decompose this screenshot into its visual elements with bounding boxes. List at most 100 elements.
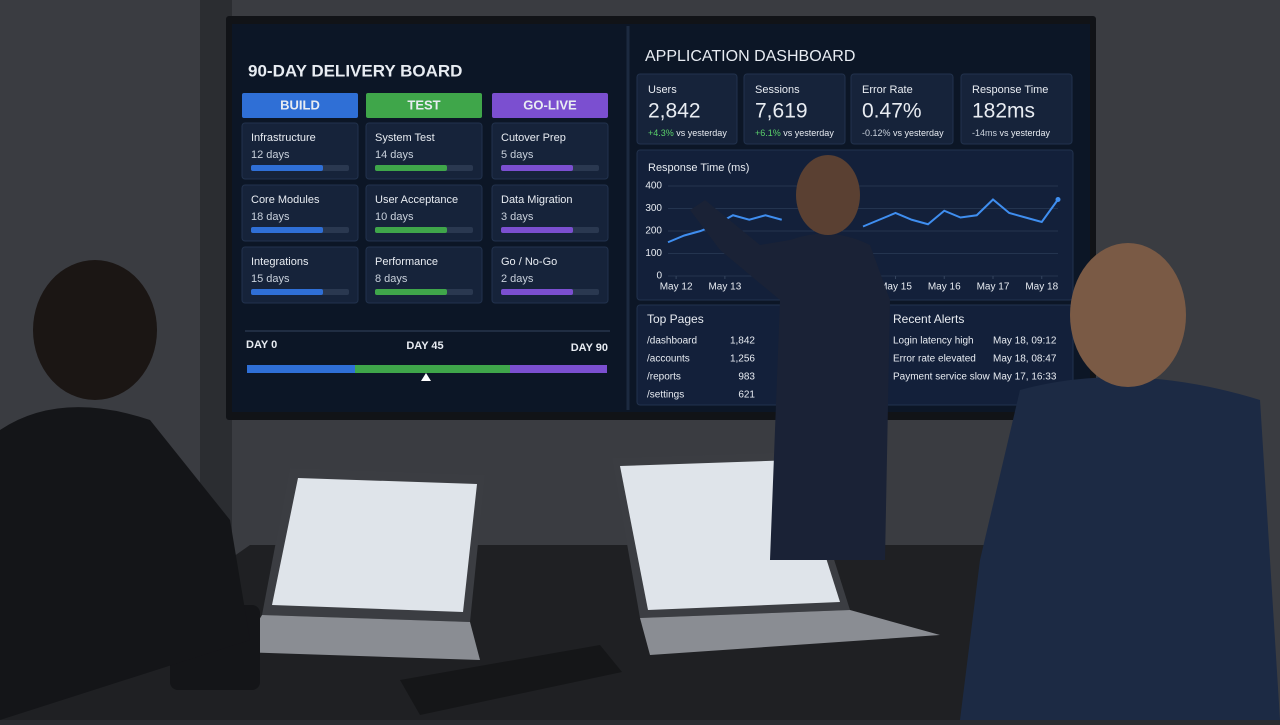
column-header	[242, 93, 358, 118]
table-cell: /accounts	[647, 354, 690, 365]
task-name: Performance	[375, 256, 438, 268]
laptop-right-base	[640, 610, 940, 655]
kpi-note: vs yesterday	[1000, 128, 1051, 138]
column-title: BUILD	[280, 97, 320, 112]
y-tick-label: 400	[645, 181, 662, 192]
screen-content: 90-DAY DELIVERY BOARD BUILD Infrastructure…	[241, 48, 1074, 406]
dashboard-title: APPLICATION DASHBOARD	[645, 48, 855, 65]
kpi-note: vs yesterday	[783, 128, 834, 138]
table-cell: Payment service slow	[893, 372, 990, 383]
task-duration: 12 days	[251, 149, 290, 161]
task-duration: 2 days	[501, 273, 534, 285]
y-tick-label: 0	[656, 271, 662, 282]
task-duration: 3 days	[501, 211, 534, 223]
x-tick-label: May 18	[1025, 282, 1058, 293]
kpi-label: Sessions	[755, 84, 800, 96]
task-name: Data Migration	[501, 194, 573, 206]
task-duration: 14 days	[375, 149, 414, 161]
task-duration: 8 days	[375, 273, 408, 285]
column-title: TEST	[407, 97, 440, 112]
kpi-card	[850, 73, 954, 145]
kpi-value: 7,619	[755, 100, 808, 123]
kpi-change: +4.3%	[648, 128, 674, 138]
kpi-change: -0.12%	[862, 128, 891, 138]
kpi-change-line: +4.3% vs yesterday	[648, 128, 727, 138]
seated-woman-body	[0, 407, 250, 720]
timeline-mid: DAY 45	[406, 340, 443, 352]
y-tick-label: 200	[645, 226, 662, 237]
kpi-value: 182ms	[972, 100, 1035, 123]
seated-man-body	[960, 377, 1280, 720]
task-name: Core Modules	[251, 194, 320, 206]
laptop-left-base	[240, 615, 480, 660]
x-tick-label: May 15	[879, 282, 912, 293]
kpi-note: vs yesterday	[893, 128, 944, 138]
y-tick-label: 100	[645, 248, 662, 259]
timeline-marker	[421, 373, 431, 381]
x-tick-label: May 13	[708, 282, 741, 293]
table-cell: /dashboard	[647, 336, 697, 347]
task-name: User Acceptance	[375, 194, 458, 206]
progress-fill	[501, 289, 573, 295]
kpi-card	[743, 73, 846, 145]
timeline-segment	[247, 365, 355, 373]
kpi-value: 0.47%	[862, 100, 922, 123]
x-tick-label: May 17	[977, 282, 1010, 293]
presenter-body	[690, 200, 890, 560]
table-cell: 621	[738, 390, 755, 401]
progress-fill	[501, 165, 573, 171]
presenter-head	[796, 155, 860, 235]
table-cell: May 18, 08:47	[993, 354, 1057, 365]
task-duration: 18 days	[251, 211, 290, 223]
task-duration: 10 days	[375, 211, 414, 223]
laptop-left-screen	[272, 478, 477, 612]
kpi-change-line: -0.12% vs yesterday	[862, 128, 944, 138]
table-cell: May 18, 09:12	[993, 336, 1057, 347]
task-name: Cutover Prep	[501, 132, 566, 144]
kpi-change: +6.1%	[755, 128, 781, 138]
kpi-label: Response Time	[972, 84, 1048, 96]
task-name: Integrations	[251, 256, 309, 268]
board-title: 90-DAY DELIVERY BOARD	[248, 61, 462, 80]
task-name: Go / No-Go	[501, 256, 557, 268]
task-name: System Test	[375, 132, 435, 144]
progress-fill	[375, 227, 447, 233]
progress-fill	[251, 289, 323, 295]
progress-fill	[375, 289, 447, 295]
kpi-note: vs yesterday	[676, 128, 727, 138]
chart-title: Response Time (ms)	[648, 162, 749, 174]
kpi-change-line: -14ms vs yesterday	[972, 128, 1051, 138]
table-cell: 1,842	[730, 336, 755, 347]
kpi-label: Error Rate	[862, 84, 913, 96]
x-tick-label: May 12	[660, 282, 693, 293]
timeline-start: DAY 0	[246, 339, 277, 351]
timeline-end: DAY 90	[571, 342, 608, 354]
table-cell: 1,256	[730, 354, 755, 365]
progress-fill	[251, 165, 323, 171]
table-cell: 983	[738, 372, 755, 383]
table-cell: Login latency high	[893, 336, 974, 347]
progress-fill	[375, 165, 447, 171]
seated-man-head	[1070, 243, 1186, 387]
column-header	[492, 93, 608, 118]
timeline-segment	[510, 365, 607, 373]
task-name: Infrastructure	[251, 132, 316, 144]
kpi-card	[636, 73, 738, 145]
column-header	[366, 93, 482, 118]
kpi-label: Users	[648, 84, 677, 96]
progress-fill	[501, 227, 573, 233]
kpi-change-line: +6.1% vs yesterday	[755, 128, 834, 138]
notebook	[400, 645, 622, 715]
kpi-value: 2,842	[648, 100, 701, 123]
table-title: Top Pages	[647, 312, 704, 326]
seated-woman-head	[33, 260, 157, 400]
end-point	[1055, 197, 1061, 202]
table-title: Recent Alerts	[893, 312, 964, 326]
table-cell: Error rate elevated	[893, 354, 976, 365]
kpi-card	[960, 73, 1073, 145]
table-cell: /settings	[647, 390, 684, 401]
timeline-segment	[355, 365, 510, 373]
kpi-change: -14ms	[972, 128, 998, 138]
